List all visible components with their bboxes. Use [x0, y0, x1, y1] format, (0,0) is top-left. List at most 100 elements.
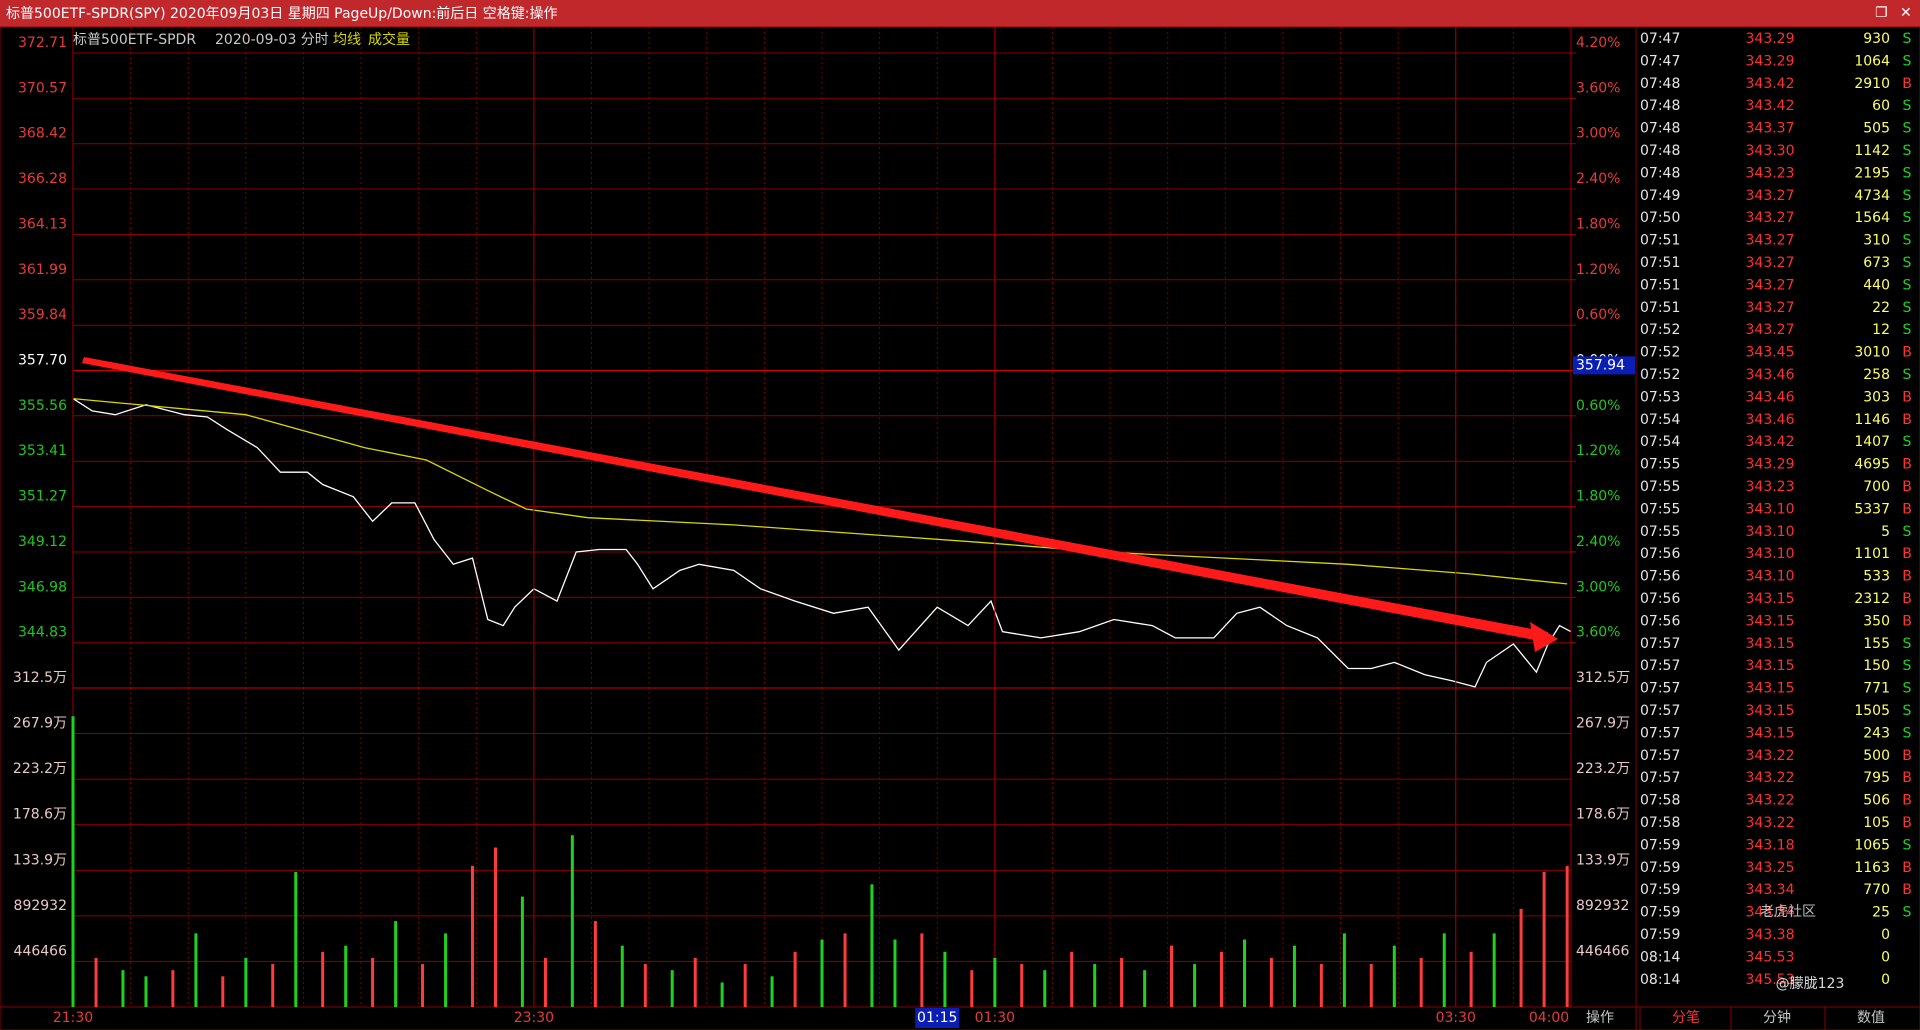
trade-time: 07:48 [1640, 76, 1680, 92]
y-tick-label: 446466 [14, 943, 68, 959]
trade-volume: 25 [1872, 905, 1890, 921]
volume-bar [344, 945, 348, 1007]
volume-bar [893, 939, 897, 1007]
volume-bar [843, 933, 847, 1007]
volume-bar [820, 939, 824, 1007]
y-tick-label: 359.84 [18, 307, 67, 323]
y2-tick-label: 312.5万 [1576, 670, 1630, 686]
tab[interactable]: 分笔 [1672, 1010, 1700, 1026]
volume-bar [1292, 945, 1296, 1007]
trade-volume: 1101 [1854, 546, 1890, 562]
volume-bar [244, 957, 248, 1007]
trade-side: S [1903, 233, 1912, 249]
y2-tick-label: 4.20% [1576, 35, 1620, 51]
volume-bar [1170, 945, 1174, 1007]
trade-time: 07:54 [1640, 412, 1680, 428]
trade-side: B [1902, 501, 1912, 517]
trade-volume: 1142 [1854, 143, 1890, 159]
trade-time: 07:57 [1640, 658, 1680, 674]
volume-bar [1565, 865, 1569, 1007]
volume-bar [1219, 951, 1223, 1007]
trade-volume: 150 [1863, 658, 1890, 674]
volume-bar [171, 970, 175, 1007]
cursor-box [915, 1008, 960, 1028]
trade-price: 343.42 [1746, 98, 1795, 114]
trade-price: 343.22 [1746, 815, 1795, 831]
volume-bar [421, 964, 425, 1007]
last-price-label: 357.94 [1576, 357, 1625, 373]
trade-price: 343.23 [1746, 165, 1795, 181]
trade-price: 343.27 [1746, 210, 1795, 226]
tab[interactable]: 数值 [1857, 1010, 1885, 1026]
trade-time: 07:51 [1640, 255, 1680, 271]
trade-side: B [1902, 389, 1912, 405]
trade-volume: 4695 [1854, 457, 1890, 473]
volume-bar [1269, 957, 1273, 1007]
volume-bar [570, 835, 574, 1007]
y-tick-label: 364.13 [18, 216, 67, 232]
y-tick-label: 344.83 [18, 625, 67, 641]
trade-time: 07:56 [1640, 569, 1680, 585]
trade-volume: 1407 [1854, 434, 1890, 450]
trade-volume: 4734 [1854, 188, 1890, 204]
trade-price: 343.29 [1746, 53, 1795, 69]
volume-bar [94, 957, 98, 1007]
trade-side: B [1902, 345, 1912, 361]
trade-time: 07:52 [1640, 322, 1680, 338]
tab[interactable]: 操作 [1586, 1010, 1614, 1026]
trade-time: 08:14 [1640, 949, 1680, 965]
volume-bar [1542, 872, 1546, 1007]
y2-tick-label: 2.40% [1576, 171, 1620, 187]
trade-price: 343.27 [1746, 188, 1795, 204]
trade-price: 343.15 [1746, 703, 1795, 719]
trade-price: 343.42 [1746, 76, 1795, 92]
x-tick-label: 21:30 [53, 1010, 93, 1026]
trade-volume: 2910 [1854, 76, 1890, 92]
trade-side: S [1903, 681, 1912, 697]
y-tick-label: 223.2万 [13, 761, 67, 777]
watermark: @朦胧123 [1776, 976, 1845, 992]
x-tick-label: 23:30 [514, 1010, 554, 1026]
trade-price: 343.10 [1746, 569, 1795, 585]
trade-time: 07:55 [1640, 524, 1680, 540]
volume-bar [394, 921, 398, 1007]
close-button[interactable]: ✕ [1900, 5, 1912, 21]
trade-side: S [1903, 53, 1912, 69]
tab[interactable]: 分钟 [1763, 1009, 1791, 1026]
x-tick-label: 01:30 [975, 1010, 1015, 1026]
trade-volume: 310 [1863, 233, 1890, 249]
trade-volume: 795 [1863, 770, 1890, 786]
trade-price: 343.38 [1746, 927, 1795, 943]
trade-price: 343.27 [1746, 233, 1795, 249]
trade-volume: 303 [1863, 389, 1890, 405]
trade-side: S [1903, 837, 1912, 853]
y-tick-label: 353.41 [18, 443, 67, 459]
trade-time: 07:48 [1640, 165, 1680, 181]
trade-time: 07:57 [1640, 703, 1680, 719]
trade-time: 07:58 [1640, 815, 1680, 831]
volume-bar [371, 957, 375, 1007]
trade-price: 343.10 [1746, 524, 1795, 540]
trade-side: B [1902, 613, 1912, 629]
volume-bar [720, 982, 724, 1007]
trade-volume: 673 [1863, 255, 1890, 271]
trade-price: 343.27 [1746, 322, 1795, 338]
trade-price: 343.46 [1746, 367, 1795, 383]
trade-side: S [1903, 703, 1912, 719]
volume-bar [470, 865, 474, 1007]
restore-button[interactable]: ❐ [1875, 5, 1888, 21]
trade-time: 07:58 [1640, 793, 1680, 809]
legend-entry: 均线 [333, 32, 361, 48]
trade-time: 07:55 [1640, 457, 1680, 473]
trade-side: S [1903, 143, 1912, 159]
chart-subtitle: 2020-09-03 分时 [215, 32, 329, 48]
volume-bar [1193, 964, 1197, 1007]
trade-time: 07:51 [1640, 233, 1680, 249]
legend-entry: 成交量 [368, 31, 410, 48]
trade-volume: 2195 [1854, 165, 1890, 181]
trade-volume: 930 [1863, 31, 1890, 47]
y2-tick-label: 3.60% [1576, 625, 1620, 641]
trade-volume: 770 [1863, 882, 1890, 898]
y2-tick-label: 3.00% [1576, 126, 1620, 142]
